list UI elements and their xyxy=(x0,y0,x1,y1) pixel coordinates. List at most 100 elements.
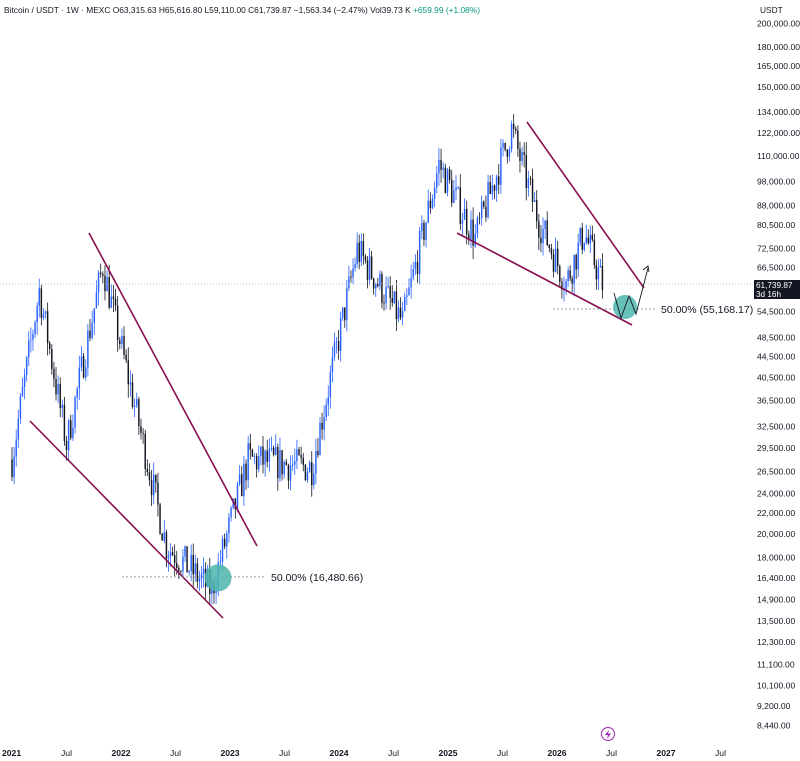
candle-body xyxy=(403,296,406,312)
candle-body xyxy=(414,261,417,270)
candle-body xyxy=(23,374,26,388)
candle-body xyxy=(599,265,602,268)
candle-body xyxy=(192,554,194,575)
candle-body xyxy=(581,227,583,250)
candle-body xyxy=(283,461,285,475)
candle-body xyxy=(354,263,356,269)
candle-body xyxy=(575,254,577,270)
candle-body xyxy=(61,404,64,409)
candle-body xyxy=(219,561,222,563)
candle-body xyxy=(583,242,585,250)
candle-body xyxy=(595,265,598,280)
candle-body xyxy=(291,464,294,466)
candle-body xyxy=(542,228,544,244)
candle-body xyxy=(91,322,93,339)
ohlc-close: C61,739.87 xyxy=(248,5,292,15)
candle-body xyxy=(228,517,230,534)
candle-body xyxy=(85,367,87,378)
candle-body xyxy=(186,546,188,573)
candle-body xyxy=(331,357,334,373)
candle-body xyxy=(65,441,68,451)
candle-body xyxy=(573,254,575,284)
candle-body xyxy=(360,240,363,262)
tradingview-logo-icon[interactable] xyxy=(601,727,615,741)
candle-body xyxy=(108,276,110,308)
candle-body xyxy=(157,482,159,505)
candle-body xyxy=(255,456,258,470)
candle-body xyxy=(169,552,172,557)
target-circle-2022 xyxy=(204,564,232,592)
candle-body xyxy=(13,456,15,478)
candle-body xyxy=(102,274,104,276)
candle-body xyxy=(180,571,182,572)
time-axis-label: 2027 xyxy=(656,748,675,758)
time-axis-label: 2023 xyxy=(220,748,239,758)
candle-body xyxy=(15,439,17,457)
candle-body xyxy=(333,342,336,358)
candle-body xyxy=(116,305,119,341)
drawing-layer: 50.00% (16,480.66) 50.00% (55,168.17) xyxy=(0,121,753,619)
candle-body xyxy=(589,234,592,244)
candle-body xyxy=(121,336,123,345)
candle-body xyxy=(491,185,494,195)
candle-body xyxy=(540,237,542,244)
candle-body xyxy=(155,474,157,483)
candle-body xyxy=(431,198,434,209)
price-axis-label: 14,900.00 xyxy=(757,594,795,604)
price-axis-label: 72,500.00 xyxy=(757,243,795,253)
candle-body xyxy=(308,462,311,473)
candle-body xyxy=(533,200,536,203)
candle-body xyxy=(152,474,155,496)
candle-body xyxy=(418,230,421,275)
candle-body xyxy=(399,307,402,318)
candle-body xyxy=(550,248,553,255)
candle-body xyxy=(438,159,440,174)
candle-body xyxy=(587,237,590,244)
candle-body xyxy=(538,221,540,238)
price-axis-label: 29,500.00 xyxy=(757,443,795,453)
time-axis[interactable]: 2021 Jul 2022 Jul 2023 Jul 2024 Jul 2025 Jul 2026 J… xyxy=(2,748,726,758)
candle-body xyxy=(487,182,489,218)
candle-body xyxy=(567,270,569,282)
candle-body xyxy=(57,383,59,395)
candle-body xyxy=(230,507,232,518)
time-axis-label: Jul xyxy=(388,748,399,758)
candle-body xyxy=(287,464,290,481)
candle-body xyxy=(200,574,203,579)
candle-body xyxy=(346,288,348,321)
candle-body xyxy=(391,298,393,303)
candle-body xyxy=(251,449,254,457)
candle-body xyxy=(34,322,36,334)
price-axis[interactable]: 200,000.00 180,000.00 165,000.00 150,000.00… xyxy=(757,18,800,730)
candle-body xyxy=(485,206,487,218)
candle-body xyxy=(302,458,305,465)
candle-body xyxy=(319,422,321,456)
candle-body xyxy=(577,242,579,270)
candle-body xyxy=(512,123,515,129)
price-axis-label: 24,000.00 xyxy=(757,489,795,499)
time-axis-label: Jul xyxy=(61,748,72,758)
candle-body xyxy=(249,443,252,450)
candle-body xyxy=(125,354,127,361)
currency-label[interactable]: USDT xyxy=(760,5,783,15)
candle-body xyxy=(339,317,342,351)
symbol-title[interactable]: Bitcoin / USDT · 1W · MEXC xyxy=(4,5,111,15)
candle-body xyxy=(579,227,581,243)
candle-body xyxy=(556,248,559,267)
candle-body xyxy=(144,433,146,470)
price-axis-label: 12,300.00 xyxy=(757,637,795,647)
candle-body xyxy=(28,340,30,358)
candle-body xyxy=(463,208,466,220)
candle-body xyxy=(289,465,292,481)
price-axis-label: 80,500.00 xyxy=(757,220,795,230)
candle-body xyxy=(226,533,228,547)
price-axis-label: 36,500.00 xyxy=(757,396,795,406)
candle-body xyxy=(436,173,438,188)
candle-body xyxy=(55,379,57,395)
candle-body xyxy=(236,483,239,510)
candle-body xyxy=(313,473,315,486)
candle-body xyxy=(427,200,429,223)
price-axis-label: 20,000.00 xyxy=(757,529,795,539)
candle-body xyxy=(93,308,96,323)
